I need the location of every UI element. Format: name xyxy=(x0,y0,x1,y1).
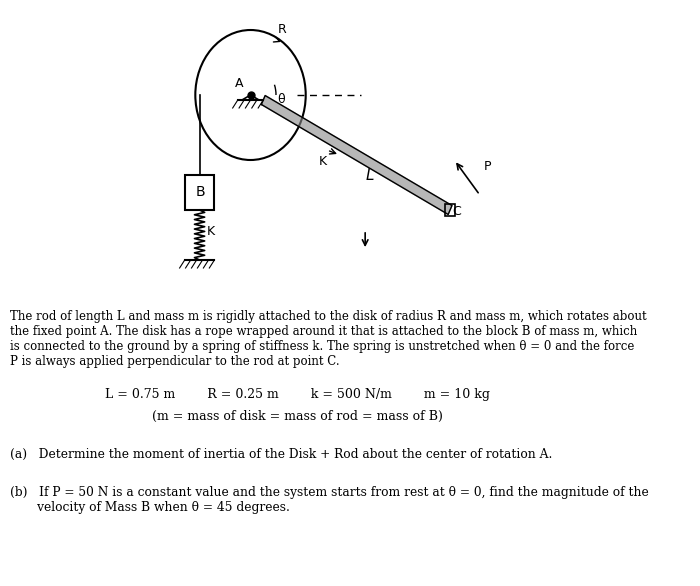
Text: L: L xyxy=(365,168,374,183)
Text: R: R xyxy=(278,23,286,36)
Text: A: A xyxy=(235,77,244,90)
Text: B: B xyxy=(195,185,205,199)
Text: K: K xyxy=(206,225,214,238)
Polygon shape xyxy=(261,96,452,214)
Text: θ: θ xyxy=(278,93,286,106)
Text: K: K xyxy=(318,155,327,168)
Text: (a)   Determine the moment of inertia of the Disk + Rod about the center of rota: (a) Determine the moment of inertia of t… xyxy=(10,448,552,461)
Text: C: C xyxy=(453,205,461,218)
Text: The rod of length L and mass m is rigidly attached to the disk of radius R and m: The rod of length L and mass m is rigidl… xyxy=(10,310,647,368)
Text: P: P xyxy=(484,160,491,173)
Bar xyxy=(445,204,455,216)
Text: L = 0.75 m        R = 0.25 m        k = 500 N/m        m = 10 kg: L = 0.75 m R = 0.25 m k = 500 N/m m = 10… xyxy=(105,388,490,401)
Bar xyxy=(185,175,214,210)
Text: (m = mass of disk = mass of rod = mass of B): (m = mass of disk = mass of rod = mass o… xyxy=(152,410,442,423)
Text: (b)   If P = 50 N is a constant value and the system starts from rest at θ = 0, : (b) If P = 50 N is a constant value and … xyxy=(10,486,649,514)
